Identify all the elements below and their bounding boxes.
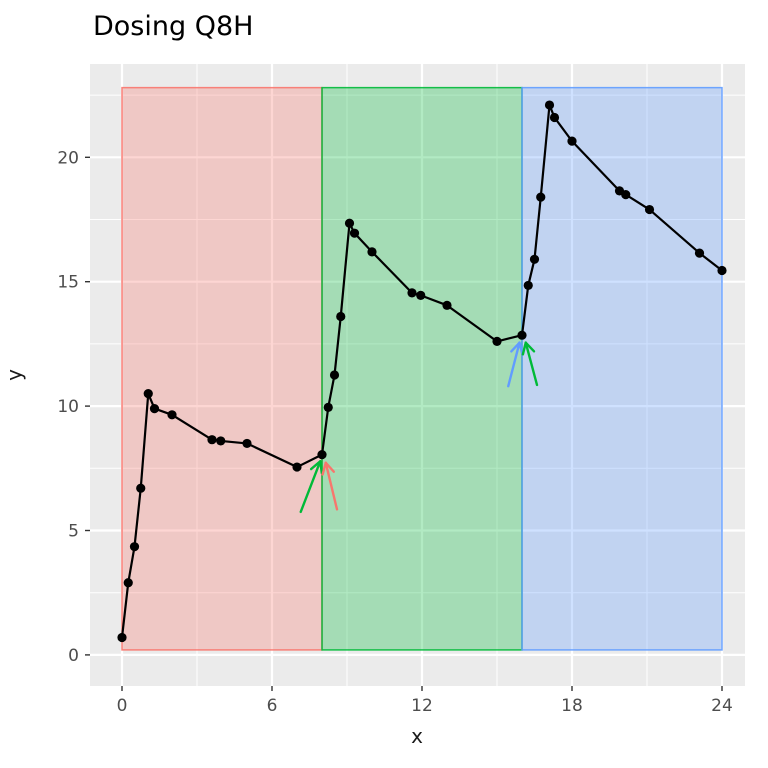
data-point (536, 192, 546, 202)
data-point (442, 300, 452, 310)
y-tick-label: 10 (57, 397, 79, 417)
y-tick-label: 5 (68, 522, 79, 542)
y-tick-label: 20 (57, 148, 79, 168)
data-point (544, 100, 555, 110)
data-point (123, 578, 133, 588)
data-point (167, 410, 177, 420)
x-tick-label: 24 (711, 696, 733, 716)
data-point (344, 218, 355, 228)
shaded-region-dose-interval-3 (521, 86, 723, 651)
y-axis-title: y (2, 369, 26, 381)
data-point (242, 438, 252, 449)
data-point (143, 389, 153, 399)
series-line-concentration (120, 103, 724, 639)
data-point (216, 436, 226, 446)
data-point (492, 336, 502, 347)
data-point (517, 330, 527, 340)
trough-arrow-green-2 (521, 341, 539, 387)
data-point (407, 288, 417, 298)
data-point (621, 190, 631, 200)
data-point (694, 248, 705, 258)
data-point (329, 370, 340, 380)
x-tick-label: 6 (267, 696, 278, 716)
data-point (207, 435, 217, 445)
data-point (117, 632, 127, 643)
trough-arrow-green-1 (299, 460, 324, 514)
x-axis-title: x (411, 724, 423, 748)
x-tick-label: 0 (117, 696, 128, 716)
chart-title: Dosing Q8H (93, 11, 254, 42)
data-point (717, 265, 727, 276)
y-tick-label: 15 (57, 273, 79, 293)
x-tick-label: 18 (561, 696, 583, 716)
data-point (336, 311, 346, 322)
plot-panel (90, 64, 745, 686)
data-point (149, 403, 160, 414)
data-point (323, 402, 333, 412)
data-point (129, 542, 140, 552)
x-tick-label: 12 (411, 696, 433, 716)
data-point (523, 280, 533, 291)
data-point (367, 247, 377, 257)
data-point (349, 228, 360, 238)
data-point (549, 112, 560, 123)
data-point (644, 204, 655, 215)
trough-arrow-blue (507, 341, 524, 388)
data-point (317, 450, 327, 460)
data-point (529, 254, 540, 264)
shaded-region-dose-interval-1 (121, 86, 323, 651)
trough-arrow-salmon (321, 461, 339, 511)
data-point (136, 483, 146, 493)
data-point (567, 136, 577, 146)
data-point (416, 290, 426, 300)
shaded-region-dose-interval-2 (321, 86, 523, 651)
data-point (292, 462, 302, 472)
y-tick-label: 0 (68, 646, 79, 666)
